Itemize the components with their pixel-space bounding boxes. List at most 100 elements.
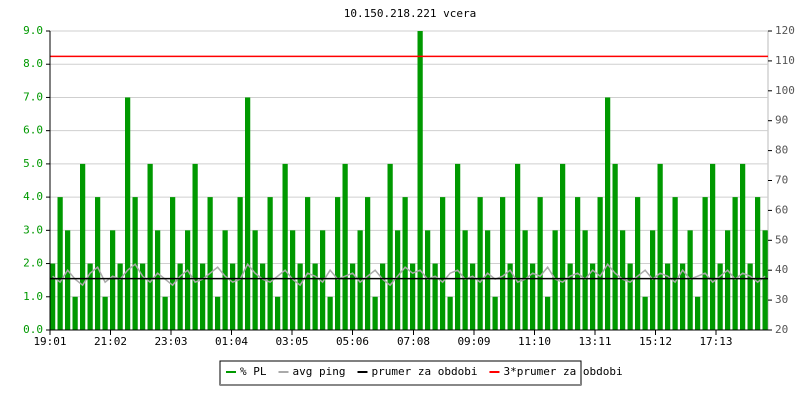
pl-bar — [215, 296, 221, 330]
legend-label: 3*prumer za obdobi — [503, 365, 622, 378]
pl-bar — [177, 263, 183, 330]
pl-bar — [230, 263, 236, 330]
x-tick-label: 01:04 — [215, 335, 248, 348]
pl-bar — [560, 163, 566, 330]
pl-bar — [642, 296, 648, 330]
y2-tick-label: 110 — [775, 54, 795, 67]
pl-bar — [327, 296, 333, 330]
legend-label: avg ping — [293, 365, 346, 378]
pl-bar — [732, 197, 738, 330]
pl-bar — [597, 197, 603, 330]
y-tick-label: 8.0 — [23, 57, 43, 70]
pl-bar — [357, 230, 363, 330]
y2-tick-label: 30 — [775, 293, 788, 306]
pl-bar — [717, 263, 723, 330]
pl-bar — [417, 31, 423, 330]
pl-bar — [650, 230, 656, 330]
x-tick-label: 03:05 — [275, 335, 308, 348]
pl-bar — [387, 163, 393, 330]
y-tick-label: 2.0 — [23, 257, 43, 270]
y2-tick-label: 100 — [775, 84, 795, 97]
pl-bar — [185, 230, 191, 330]
pl-bar — [627, 263, 633, 330]
y-tick-label: 4.0 — [23, 190, 43, 203]
x-tick-label: 15:12 — [639, 335, 672, 348]
pl-bar — [200, 263, 206, 330]
x-tick-label: 13:11 — [578, 335, 611, 348]
y-tick-label: 1.0 — [23, 290, 43, 303]
y2-tick-label: 60 — [775, 203, 788, 216]
pl-bar — [147, 163, 153, 330]
pl-bar — [275, 296, 281, 330]
pl-bar — [320, 230, 326, 330]
y2-tick-label: 80 — [775, 144, 788, 157]
pl-bar — [162, 296, 168, 330]
pl-bar — [762, 230, 768, 330]
pl-bar — [297, 263, 303, 330]
chart-title: 10.150.218.221 vcera — [344, 7, 476, 20]
legend-label: % PL — [240, 365, 267, 378]
pl-bar — [747, 263, 753, 330]
pl-bar — [440, 197, 446, 330]
pl-bar — [672, 197, 678, 330]
pl-bar — [350, 263, 356, 330]
x-tick-label: 19:01 — [33, 335, 66, 348]
y-tick-label: 5.0 — [23, 157, 43, 170]
x-tick-label: 09:09 — [457, 335, 490, 348]
pl-bar — [372, 296, 378, 330]
pl-bar — [192, 163, 198, 330]
pl-bar — [485, 230, 491, 330]
pl-bar — [462, 230, 468, 330]
y-tick-label: 3.0 — [23, 223, 43, 236]
pl-bar — [95, 197, 101, 330]
pl-bar — [755, 197, 761, 330]
pl-bar — [687, 230, 693, 330]
x-tick-label: 17:13 — [699, 335, 732, 348]
pl-bar — [605, 97, 611, 330]
pl-bar — [432, 263, 438, 330]
x-tick-label: 23:03 — [154, 335, 187, 348]
pl-bar — [620, 230, 626, 330]
pl-bar — [612, 163, 618, 330]
x-tick-label: 11:10 — [518, 335, 551, 348]
pl-bar — [72, 296, 78, 330]
pl-bar — [282, 163, 288, 330]
pl-bar — [740, 163, 746, 330]
pl-bar — [305, 197, 311, 330]
pl-bar — [267, 197, 273, 330]
pl-bar — [260, 263, 266, 330]
pl-bar — [492, 296, 498, 330]
pl-bar — [237, 197, 243, 330]
pl-bar — [470, 263, 476, 330]
y2-tick-label: 90 — [775, 114, 788, 127]
pl-bar — [395, 230, 401, 330]
y2-tick-label: 40 — [775, 263, 788, 276]
pl-bar — [425, 230, 431, 330]
legend-label: prumer za obdobi — [371, 365, 477, 378]
pl-bar — [507, 263, 513, 330]
pl-bar — [117, 263, 123, 330]
pl-bar — [335, 197, 341, 330]
pl-bar — [552, 230, 558, 330]
pl-bar — [65, 230, 71, 330]
y2-tick-label: 50 — [775, 233, 788, 246]
pl-bar — [125, 97, 131, 330]
pl-bar — [710, 163, 716, 330]
pl-bar — [702, 197, 708, 330]
y-tick-label: 0.0 — [23, 323, 43, 336]
pl-bar — [680, 263, 686, 330]
y-tick-label: 6.0 — [23, 124, 43, 137]
y2-tick-label: 70 — [775, 174, 788, 187]
pl-bar — [252, 230, 258, 330]
x-tick-label: 21:02 — [94, 335, 127, 348]
pl-bar — [245, 97, 251, 330]
y2-tick-label: 120 — [775, 24, 795, 37]
pl-bar — [410, 263, 416, 330]
pl-bar — [57, 197, 63, 330]
y-tick-label: 9.0 — [23, 24, 43, 37]
pl-bar — [380, 263, 386, 330]
pl-bar — [170, 197, 176, 330]
y-tick-label: 7.0 — [23, 90, 43, 103]
pl-bar — [290, 230, 296, 330]
